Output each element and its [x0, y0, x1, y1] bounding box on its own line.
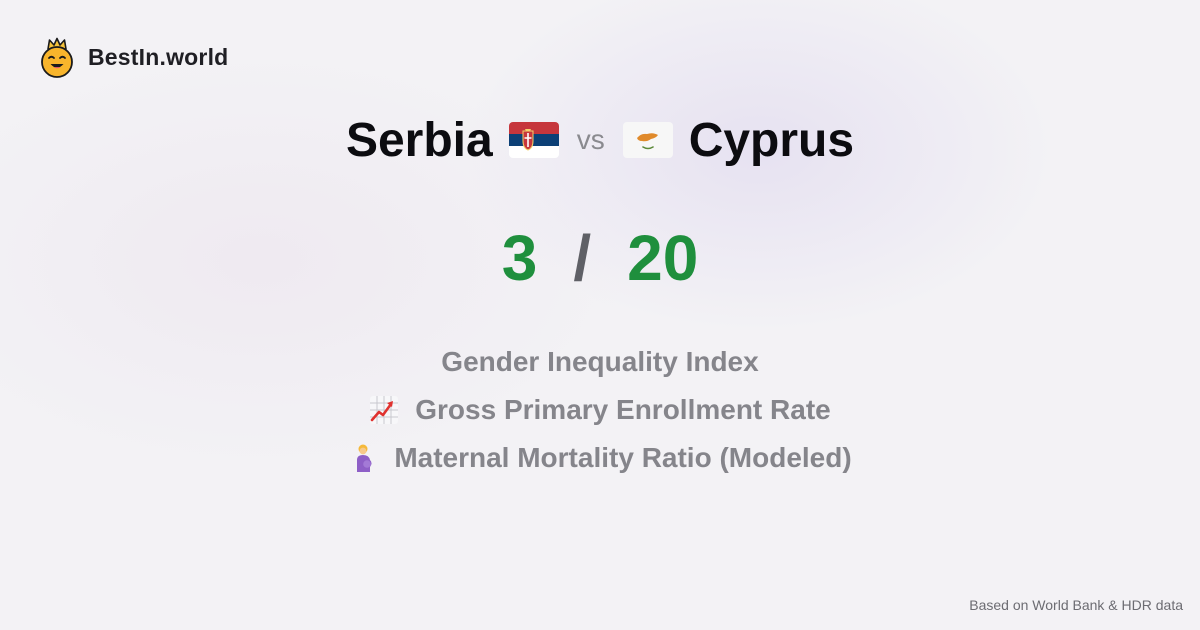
serbia-flag-icon	[508, 122, 559, 158]
metric-label: Gross Primary Enrollment Rate	[415, 394, 831, 425]
brand[interactable]: BestIn.world	[38, 36, 228, 78]
left-score: 3	[501, 222, 538, 294]
pregnant-woman-icon	[357, 444, 372, 472]
score-row: 3 / 20	[0, 218, 1200, 298]
metric-item: Gender Inequality Index	[0, 338, 1200, 386]
crowned-smiley-icon	[41, 37, 73, 78]
comparison-title: Serbia vs Cyprus	[0, 108, 1200, 172]
brand-name: BestIn.world	[88, 43, 229, 70]
score-separator: /	[573, 222, 592, 294]
data-source-footer: Based on World Bank & HDR data	[969, 597, 1183, 613]
vs-label: vs	[576, 124, 605, 155]
left-country-name: Serbia	[345, 113, 493, 167]
right-score: 20	[627, 222, 699, 294]
metric-item: Gross Primary Enrollment Rate	[0, 386, 1200, 434]
metrics-list: Gender Inequality Index Gross Primary En…	[0, 338, 1200, 482]
metric-label: Gender Inequality Index	[441, 346, 759, 377]
cyprus-flag-icon	[622, 122, 673, 158]
metric-label: Maternal Mortality Ratio (Modeled)	[394, 442, 852, 473]
right-country-name: Cyprus	[688, 113, 855, 167]
metric-item: Maternal Mortality Ratio (Modeled)	[0, 434, 1200, 482]
chart-increasing-icon	[370, 396, 399, 424]
